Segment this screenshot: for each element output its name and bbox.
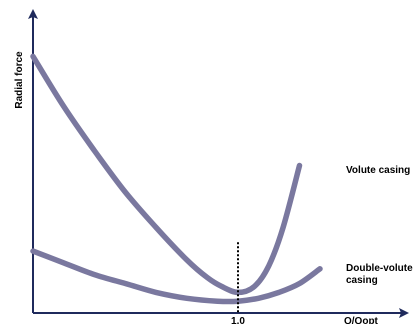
x-tick-label-1.0: 1.0	[231, 316, 245, 324]
x-axis-label: Q/Qopt	[344, 316, 379, 324]
series-line-volute-casing	[30, 53, 303, 296]
series-line-double-volute-casing	[30, 248, 323, 305]
legend-label-double-volute-line-1: Double-volute	[346, 263, 413, 274]
axes	[28, 9, 409, 318]
legend-label-double-volute-casing: Double-volute casing	[346, 263, 414, 286]
legend-label-double-volute-line-2: casing	[346, 275, 378, 286]
curves	[30, 53, 323, 305]
y-axis-label: Radial force	[14, 51, 25, 109]
legend-label-volute-casing: Volute casing	[346, 165, 410, 176]
